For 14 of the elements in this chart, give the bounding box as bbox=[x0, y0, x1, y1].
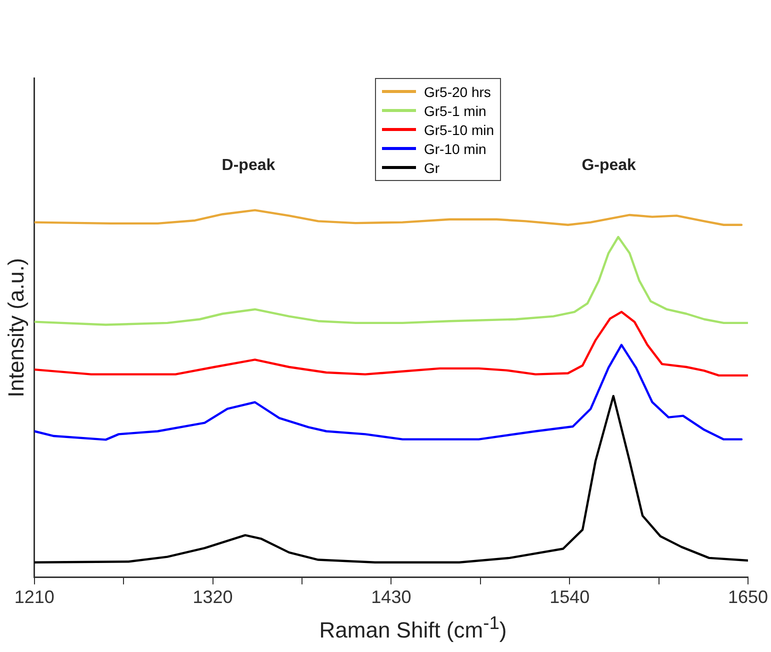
text: G-peak bbox=[582, 156, 636, 174]
legend-label: Gr-10 min bbox=[424, 140, 486, 156]
x-tick-label: 1210 bbox=[14, 587, 54, 608]
legend-label: Gr5-20 hrs bbox=[424, 84, 491, 100]
text: D-peak bbox=[222, 156, 276, 174]
x-tick-label: 1540 bbox=[550, 587, 590, 608]
y-axis-title: Intensity (a.u.) bbox=[3, 258, 28, 398]
x-tick-label: 1320 bbox=[192, 587, 233, 608]
x-axis-title: Raman Shift (cm$^{-1}$) bbox=[318, 612, 508, 644]
x-tick-label: 1430 bbox=[371, 587, 412, 608]
legend-label: Gr5-1 min bbox=[424, 102, 486, 118]
legend-label: Gr5-10 min bbox=[424, 122, 494, 138]
legend-label: Gr bbox=[424, 160, 440, 176]
x-tick-label: 1650 bbox=[728, 587, 768, 608]
